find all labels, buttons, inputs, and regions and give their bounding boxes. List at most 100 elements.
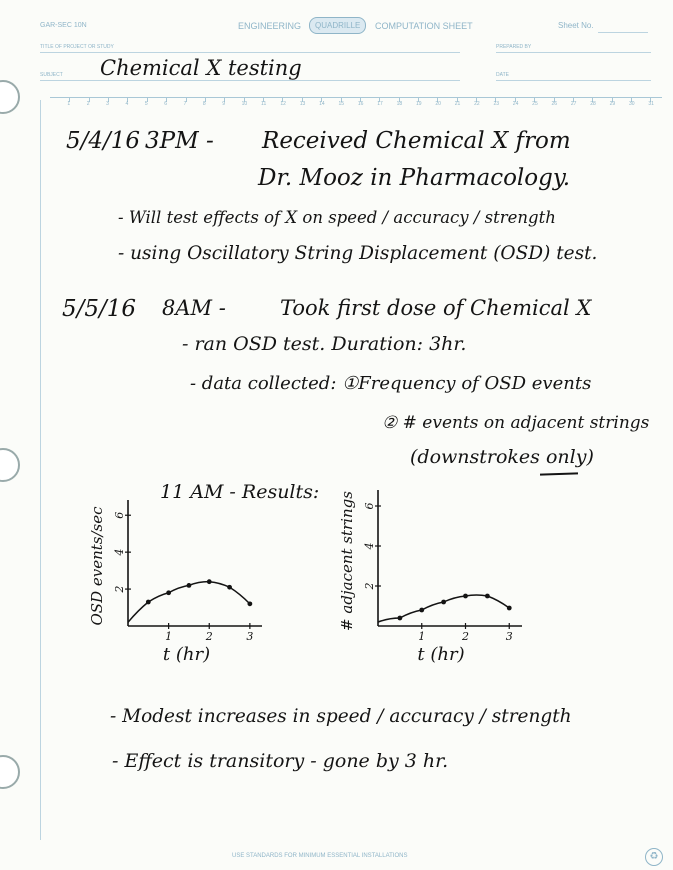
y-tick-label: 4 <box>113 549 126 557</box>
sheet-number-line <box>598 32 648 33</box>
entry2-bullet1: - ran OSD test. Duration: 3hr. <box>182 333 466 355</box>
ruler-number: 12 <box>280 101 286 107</box>
data-point <box>187 583 192 588</box>
data-point <box>441 600 446 605</box>
ruler-number: 2 <box>87 101 90 107</box>
data-point <box>146 600 151 605</box>
left-margin-line <box>40 100 41 840</box>
data-point <box>485 594 490 599</box>
ruler-number: 20 <box>435 101 441 107</box>
footer-text: USE STANDARDS FOR MINIMUM ESSENTIAL INST… <box>232 853 407 859</box>
ruler-number: 26 <box>552 101 558 107</box>
entry2-item2: ② # events on adjacent strings <box>382 413 649 433</box>
header-title-right: COMPUTATION SHEET <box>375 21 473 31</box>
data-point <box>247 601 252 606</box>
ruler-number: 11 <box>261 101 266 107</box>
ruler-number: 3 <box>106 101 109 107</box>
y-tick-label: 6 <box>363 503 376 510</box>
project-line <box>40 52 460 53</box>
entry1-line1: Received Chemical X from <box>262 128 571 154</box>
binder-hole-middle <box>0 448 20 482</box>
ruler-number: 15 <box>339 101 345 107</box>
data-point <box>463 594 468 599</box>
entry1-line2: Dr. Mooz in Pharmacology. <box>258 165 570 191</box>
osd-events-chart: 2 4 6 1 2 3 t (hr) OSD events/sec <box>76 478 276 663</box>
entry1-date: 5/4/16 <box>66 128 140 154</box>
header-title-left: ENGINEERING <box>238 21 301 31</box>
ruler-number: 23 <box>493 101 499 107</box>
ruler-number: 24 <box>513 101 519 107</box>
sheet-number-label: Sheet No. <box>558 21 594 30</box>
ruler-number: 14 <box>319 101 325 107</box>
entry2-line1: Took first dose of Chemical X <box>280 296 591 320</box>
data-point <box>207 579 212 584</box>
ruler: 1 2 3 4 5 6 7 8 9 10 11 12 13 14 15 16 17 18 19 20 21 22 23 24 2… <box>50 98 662 108</box>
entry2-time: 8AM - <box>162 296 226 320</box>
entry2-item2b: (downstrokes only) <box>410 446 594 468</box>
ruler-number: 28 <box>590 101 596 107</box>
ruler-number: 29 <box>610 101 616 107</box>
project-label: TITLE OF PROJECT OR STUDY <box>40 44 114 50</box>
ruler-number: 13 <box>300 101 306 107</box>
x-tick-label: 2 <box>461 630 469 643</box>
date-label: DATE <box>496 72 509 78</box>
ruler-number: 8 <box>203 101 206 107</box>
ruler-number: 16 <box>358 101 364 107</box>
x-axis-label: t (hr) <box>163 644 210 665</box>
y-axis-label: OSD events/sec <box>88 506 106 626</box>
entry1-bullet1: - Will test effects of X on speed / accu… <box>118 208 556 227</box>
recycle-icon: ♻ <box>645 848 663 866</box>
y-tick-label: 6 <box>113 512 126 519</box>
conclusion-1: - Modest increases in speed / accuracy /… <box>110 706 572 727</box>
x-tick-label: 3 <box>246 630 253 643</box>
x-tick-label: 3 <box>506 630 513 643</box>
data-point <box>166 590 171 595</box>
ruler-number: 4 <box>125 101 128 107</box>
ruler-number: 31 <box>648 101 654 107</box>
subject-value: Chemical X testing <box>100 56 302 80</box>
x-tick-label: 1 <box>165 630 172 643</box>
ruler-number: 18 <box>397 101 403 107</box>
only-underline <box>540 472 578 475</box>
data-point <box>397 616 402 621</box>
form-code: GAR-SEC 10N <box>40 22 87 29</box>
prepared-label: PREPARED BY <box>496 44 531 50</box>
ruler-number: 1 <box>67 101 70 107</box>
data-point <box>507 606 512 611</box>
ruler-number: 21 <box>455 101 461 107</box>
adjacent-strings-chart: 2 4 6 1 2 3 t (hr) # adjacent strings <box>328 478 548 678</box>
y-tick-label: 2 <box>113 586 126 594</box>
x-tick-label: 2 <box>205 630 213 643</box>
ruler-number: 6 <box>164 101 167 107</box>
conclusion-2: - Effect is transitory - gone by 3 hr. <box>112 750 448 772</box>
prepared-line <box>496 52 651 53</box>
ruler-number: 9 <box>222 101 225 107</box>
ruler-number: 17 <box>377 101 383 107</box>
data-point <box>227 585 232 590</box>
y-axis-label: # adjacent strings <box>338 491 356 631</box>
subject-label: SUBJECT <box>40 72 63 78</box>
ruler-number: 7 <box>184 101 187 107</box>
entry1-time: 3PM - <box>145 128 214 154</box>
x-tick-label: 1 <box>418 630 425 643</box>
x-axis-label: t (hr) <box>417 644 464 665</box>
binder-hole-bottom <box>0 755 20 789</box>
data-point <box>419 608 424 613</box>
y-tick-label: 2 <box>363 583 376 591</box>
ruler-number: 5 <box>145 101 148 107</box>
ruler-number: 27 <box>571 101 577 107</box>
binder-hole-top <box>0 80 20 114</box>
ruler-number: 25 <box>532 101 538 107</box>
date-line <box>496 80 651 81</box>
ruler-number: 10 <box>242 101 248 107</box>
ruler-number: 19 <box>416 101 422 107</box>
y-tick-label: 4 <box>363 543 376 551</box>
entry1-bullet2: - using Oscillatory String Displacement … <box>118 243 597 264</box>
ruler-number: 30 <box>629 101 635 107</box>
ruler-number: 22 <box>474 101 480 107</box>
header-logo: QUADRILLE <box>309 17 366 34</box>
subject-line <box>40 80 460 81</box>
entry2-date: 5/5/16 <box>62 296 136 322</box>
entry2-bullet2: - data collected: ①Frequency of OSD even… <box>190 373 591 394</box>
